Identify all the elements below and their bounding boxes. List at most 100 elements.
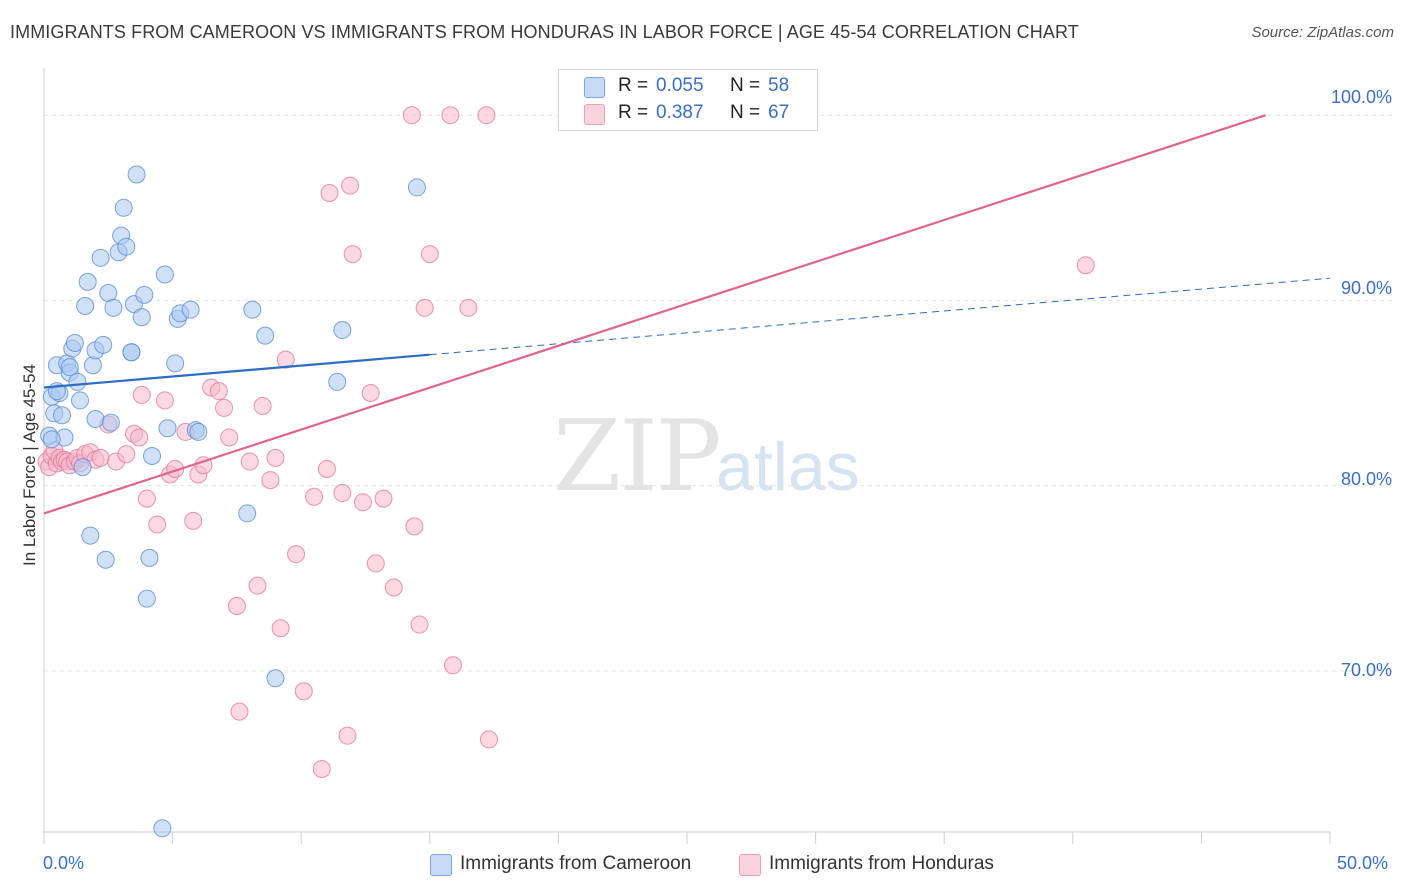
honduras-point: [117, 445, 136, 464]
honduras-point: [209, 382, 228, 401]
honduras-point: [415, 298, 434, 317]
cameroon-point: [189, 422, 208, 441]
r-value: 0.055: [656, 75, 704, 96]
honduras-point: [137, 489, 156, 508]
cameroon-point: [114, 198, 133, 217]
honduras-point: [276, 350, 295, 369]
cameroon-point: [104, 298, 123, 317]
honduras-point: [294, 682, 313, 701]
r-value: 0.387: [656, 102, 704, 123]
cameroon-swatch: [584, 77, 605, 98]
cameroon-point: [42, 430, 61, 449]
honduras-point: [155, 391, 174, 410]
y-tick-label-100: 100.0%: [1330, 87, 1392, 107]
legend-label-honduras: Immigrants from Honduras: [769, 853, 994, 874]
honduras-point: [230, 702, 249, 721]
honduras-point: [132, 385, 151, 404]
cameroon-point: [266, 669, 285, 688]
cameroon-point: [127, 165, 146, 184]
cameroon-point: [153, 819, 172, 838]
cameroon-point: [238, 504, 257, 523]
honduras-swatch: [584, 104, 605, 125]
cameroon-point: [53, 406, 72, 425]
honduras-point: [271, 619, 290, 638]
cameroon-point: [135, 285, 154, 304]
honduras-point: [253, 396, 272, 415]
cameroon-point: [91, 248, 110, 267]
cameroon-point: [256, 326, 275, 345]
honduras-point: [184, 511, 203, 530]
cameroon-trend-line: [43, 353, 430, 389]
honduras-point: [215, 398, 234, 417]
cameroon-point: [132, 308, 151, 327]
cameroon-trend-extension: [429, 277, 1331, 356]
honduras-point: [266, 448, 285, 467]
cameroon-point: [83, 356, 102, 375]
honduras-point: [459, 298, 478, 317]
honduras-point: [366, 554, 385, 573]
cameroon-point: [243, 300, 262, 319]
honduras-point: [248, 576, 267, 595]
honduras-point: [312, 760, 331, 779]
cameroon-point: [158, 419, 177, 438]
r-label: R =: [618, 75, 649, 96]
honduras-point: [320, 183, 339, 202]
cameroon-legend-swatch: [430, 854, 452, 876]
honduras-point: [261, 471, 280, 490]
series-legend: Immigrants from Cameroon Immigrants from…: [0, 852, 1406, 878]
r-label: R =: [618, 102, 649, 123]
honduras-point: [305, 487, 324, 506]
honduras-point: [384, 578, 403, 597]
cameroon-point: [60, 358, 79, 377]
honduras-point: [317, 459, 336, 478]
cameroon-point: [78, 272, 97, 291]
honduras-point: [333, 484, 352, 503]
cameroon-point: [137, 589, 156, 608]
cameroon-point: [333, 321, 352, 340]
n-label: N =: [730, 75, 761, 96]
cameroon-point: [122, 343, 141, 362]
watermark-atlas: atlas: [716, 429, 860, 505]
watermark-zip: ZIP: [553, 400, 722, 514]
cameroon-point: [155, 265, 174, 284]
y-tick-label-90: 90.0%: [1340, 278, 1392, 298]
honduras-point: [130, 428, 149, 447]
honduras-point: [91, 448, 110, 467]
cameroon-point: [181, 300, 200, 319]
cameroon-point: [140, 548, 159, 567]
honduras-point: [343, 245, 362, 264]
cameroon-point: [68, 372, 87, 391]
x-tick-label-max: 50.0%: [1337, 853, 1389, 873]
cameroon-point: [101, 413, 120, 432]
honduras-point: [1076, 256, 1095, 275]
cameroon-point: [143, 447, 162, 465]
cameroon-point: [86, 409, 105, 428]
honduras-point: [227, 597, 246, 616]
cameroon-point: [65, 334, 84, 353]
honduras-point: [353, 493, 372, 512]
legend-label-cameroon: Immigrants from Cameroon: [460, 853, 692, 874]
n-value: 58: [768, 75, 790, 96]
honduras-trend-line: [43, 114, 1267, 515]
honduras-point: [479, 730, 498, 749]
honduras-legend-swatch: [739, 854, 761, 876]
cameroon-point: [73, 458, 92, 477]
chart-title: IMMIGRANTS FROM CAMEROON VS IMMIGRANTS F…: [10, 22, 1079, 42]
honduras-point: [220, 428, 239, 447]
honduras-point: [361, 384, 380, 403]
cameroon-point: [407, 178, 426, 197]
y-tick-label-80: 80.0%: [1340, 469, 1392, 489]
honduras-point: [287, 545, 306, 564]
honduras-point: [405, 517, 424, 536]
honduras-point: [402, 106, 421, 125]
source-label: Source: ZipAtlas.com: [1251, 24, 1394, 41]
honduras-point: [338, 726, 357, 745]
honduras-point: [148, 515, 167, 534]
n-label: N =: [730, 102, 761, 123]
x-tick-label-min: 0.0%: [43, 853, 85, 873]
cameroon-point: [166, 354, 185, 373]
honduras-point: [341, 176, 360, 195]
honduras-point: [477, 106, 496, 125]
honduras-point: [240, 452, 259, 471]
